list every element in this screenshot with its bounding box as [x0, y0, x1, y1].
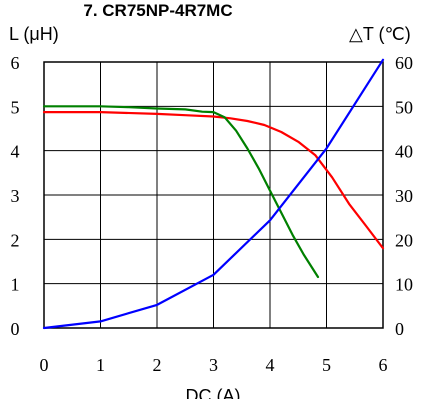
y2-axis-label: △T (℃)	[349, 24, 411, 44]
y2-tick-label: 40	[395, 142, 413, 162]
series-layer	[42, 58, 385, 330]
x-tick-label: 4	[266, 355, 275, 375]
y2-tick-label: 50	[395, 97, 413, 117]
x-tick-label: 2	[153, 355, 162, 375]
series-line-3	[42, 58, 385, 330]
x-tick-label: 1	[96, 355, 105, 375]
y-tick-label: 5	[11, 97, 20, 117]
x-tick-label: 3	[209, 355, 218, 375]
y-tick-label: 3	[11, 186, 20, 206]
x-axis-label: DC (A)	[186, 386, 241, 399]
y2-tick-label: 60	[395, 53, 413, 73]
y-tick-label: 2	[11, 230, 20, 250]
x-tick-label: 6	[379, 355, 388, 375]
y-tick-label: 1	[11, 275, 20, 295]
x-tick-label: 0	[40, 355, 49, 375]
series-line-2	[42, 105, 320, 279]
y-tick-label: 4	[11, 142, 20, 162]
y2-tick-label: 10	[395, 275, 413, 295]
grid	[44, 62, 383, 328]
y-axis-label: L (μH)	[9, 24, 59, 44]
y2-tick-label: 0	[395, 319, 404, 339]
y-tick-label: 6	[11, 53, 20, 73]
y2-tick-label: 30	[395, 186, 413, 206]
x-tick-label: 5	[322, 355, 331, 375]
y2-tick-label: 20	[395, 230, 413, 250]
plot-frame	[43, 61, 384, 329]
series-line-1	[42, 110, 385, 250]
y-tick-label: 0	[11, 319, 20, 339]
chart-title: 7. CR75NP-4R7MC	[83, 1, 232, 20]
